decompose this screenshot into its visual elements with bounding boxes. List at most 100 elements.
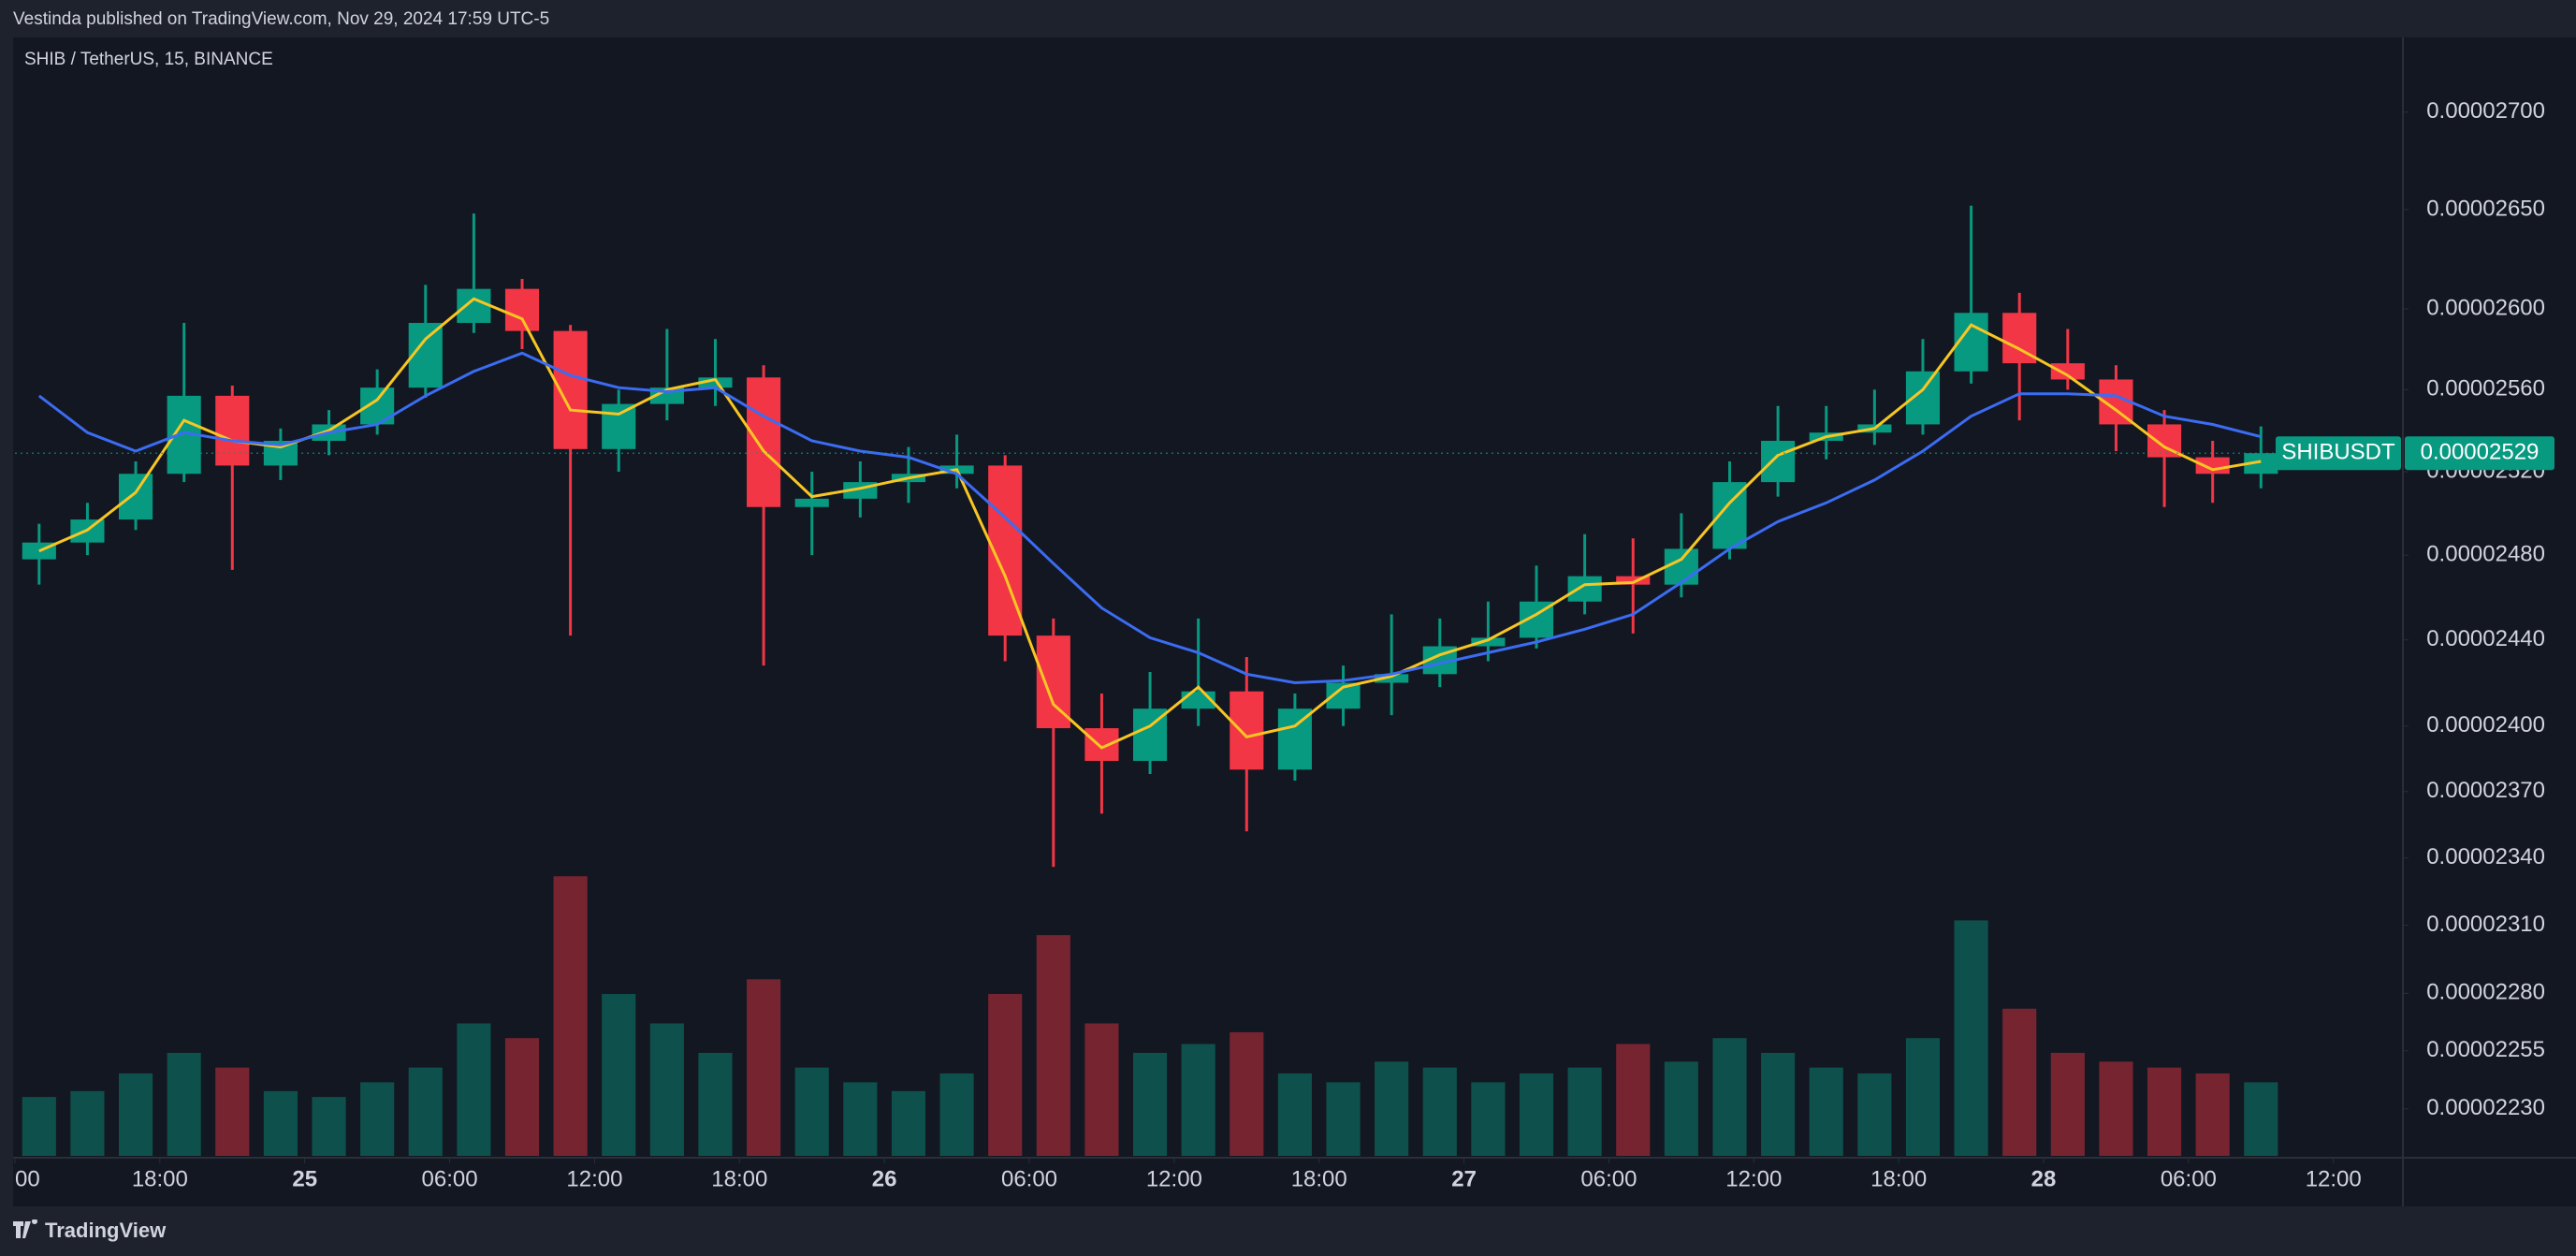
x-tick-label: 28 — [2031, 1166, 2057, 1191]
volume-bar — [939, 1073, 974, 1156]
candle-body — [2050, 363, 2085, 380]
y-tick-label: 0.00002370 — [2426, 778, 2545, 803]
candle-body — [747, 377, 781, 507]
candle-body — [118, 474, 153, 520]
y-tick-label: 0.00002480 — [2426, 541, 2545, 566]
volume-bar — [891, 1090, 926, 1156]
y-tick-label: 0.00002310 — [2426, 912, 2545, 937]
chart-background — [13, 37, 2576, 1206]
volume-bar — [118, 1073, 153, 1156]
volume-bar — [1905, 1038, 1941, 1156]
candle-body — [602, 403, 636, 449]
ticker-label: SHIBUSDT — [2281, 440, 2395, 465]
x-tick-label: 06:00 — [2161, 1166, 2217, 1191]
volume-bar — [649, 1023, 684, 1156]
volume-bar — [70, 1090, 105, 1156]
volume-bar — [2050, 1052, 2085, 1156]
volume-bar — [1471, 1082, 1506, 1156]
x-tick-label: 06:00 — [1580, 1166, 1637, 1191]
x-tick-label: 12:00 — [1725, 1166, 1782, 1191]
y-tick-label: 0.00002400 — [2426, 712, 2545, 738]
moving-average-line — [38, 297, 2262, 750]
volume-bar — [263, 1090, 298, 1156]
footer-brand: TradingView — [45, 1219, 167, 1242]
volume-bar — [457, 1023, 491, 1156]
volume-bar — [602, 994, 636, 1156]
volume-bar — [1519, 1073, 1554, 1156]
last-price-badge — [2405, 436, 2554, 471]
candle-body — [457, 288, 491, 324]
volume-bar — [22, 1097, 56, 1156]
x-tick-label: 06:00 — [1001, 1166, 1057, 1191]
volume-bar — [553, 876, 588, 1156]
symbol-label: SHIB / TetherUS, 15, BINANCE — [24, 50, 273, 69]
volume-bar — [1230, 1031, 1264, 1156]
volume-bar — [1712, 1038, 1747, 1156]
volume-bar — [1326, 1082, 1361, 1156]
candle-body — [698, 377, 733, 388]
y-tick-label: 0.00002440 — [2426, 626, 2545, 651]
logo-icon — [13, 1219, 37, 1238]
candle-body — [1375, 674, 1409, 683]
candle-body — [1230, 691, 1264, 770]
x-tick-label: 18:00 — [1870, 1166, 1927, 1191]
candle-body — [1471, 637, 1506, 647]
y-tick-label: 0.00002340 — [2426, 844, 2545, 869]
volume-bar — [1181, 1044, 1215, 1156]
x-tick-label: 00 — [15, 1166, 40, 1191]
volume-bar — [1422, 1067, 1457, 1156]
volume-bar — [988, 994, 1023, 1156]
volume-bar — [312, 1097, 346, 1156]
volume-bar — [1036, 935, 1070, 1156]
volume-bar — [167, 1052, 201, 1156]
volume-bar — [360, 1082, 395, 1156]
y-tick-label: 0.00002600 — [2426, 295, 2545, 320]
volume-bar — [408, 1067, 443, 1156]
volume-bar — [698, 1052, 733, 1156]
candle-body — [794, 498, 829, 507]
volume-bar — [2244, 1082, 2278, 1156]
x-tick-label: 26 — [872, 1166, 897, 1191]
volume-bar — [2099, 1061, 2133, 1156]
volume-bar — [747, 979, 781, 1156]
x-tick-label: 18:00 — [1291, 1166, 1347, 1191]
y-tick-label: 0.00002560 — [2426, 376, 2545, 402]
plot-area — [22, 205, 2278, 1156]
volume-bar — [1132, 1052, 1168, 1156]
x-tick-label: 12:00 — [566, 1166, 622, 1191]
y-tick-label: 0.00002700 — [2426, 98, 2545, 124]
candle-body — [1664, 548, 1698, 585]
volume-bar — [1375, 1061, 1409, 1156]
last-price-label: 0.00002529 — [2421, 440, 2540, 465]
volume-bar — [1664, 1061, 1698, 1156]
volume-bar — [504, 1038, 540, 1156]
publish-info: Vestinda published on TradingView.com, N… — [13, 9, 550, 29]
volume-bar — [1567, 1067, 1602, 1156]
volume-bar — [1616, 1044, 1651, 1156]
candle-body — [1084, 728, 1119, 761]
volume-bar — [794, 1067, 829, 1156]
x-tick-label: 06:00 — [422, 1166, 478, 1191]
y-tick-label: 0.00002230 — [2426, 1095, 2545, 1120]
moving-average-line — [37, 351, 2262, 685]
volume-bar — [215, 1067, 250, 1156]
x-tick-label: 18:00 — [711, 1166, 767, 1191]
y-tick-label: 0.00002255 — [2426, 1037, 2545, 1062]
y-tick-label: 0.00002280 — [2426, 980, 2545, 1005]
x-tick-label: 18:00 — [132, 1166, 188, 1191]
candle-body — [1567, 576, 1602, 602]
ticker-badge — [2276, 436, 2401, 471]
volume-bar — [1857, 1073, 1892, 1156]
volume-bar — [2002, 1008, 2037, 1156]
volume-bar — [2147, 1067, 2182, 1156]
volume-bar — [1084, 1023, 1119, 1156]
candle-body — [1616, 576, 1651, 585]
x-tick-label: 12:00 — [1146, 1166, 1202, 1191]
candle-body — [1277, 708, 1312, 770]
candle-body — [1761, 440, 1796, 483]
volume-bar — [1954, 920, 1988, 1156]
x-tick-label: 27 — [1451, 1166, 1477, 1191]
y-tick-label: 0.00002650 — [2426, 196, 2545, 221]
candle-body — [2244, 453, 2278, 475]
